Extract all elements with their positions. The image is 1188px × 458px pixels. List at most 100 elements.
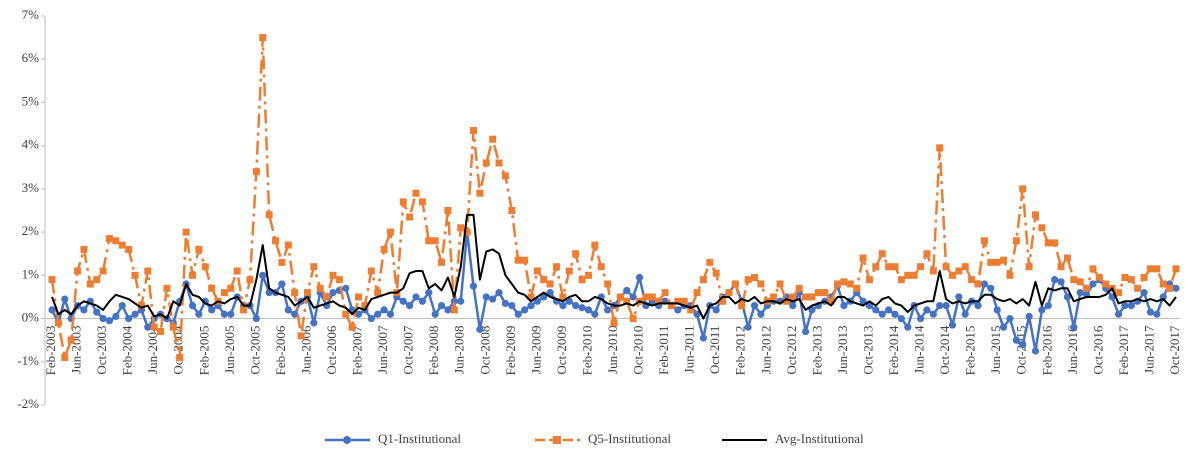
point xyxy=(757,280,765,288)
point xyxy=(597,263,605,271)
point xyxy=(546,289,554,297)
point xyxy=(1025,263,1033,271)
point xyxy=(961,310,969,318)
point xyxy=(840,301,848,310)
point xyxy=(821,289,829,297)
x-tick-label: Oct-2006 xyxy=(324,325,339,375)
point xyxy=(380,245,388,253)
point xyxy=(48,276,56,284)
point xyxy=(968,276,976,284)
x-tick-label: Jun-2012 xyxy=(758,326,773,374)
point xyxy=(987,284,995,292)
point xyxy=(955,293,963,301)
point xyxy=(329,271,337,279)
point xyxy=(265,211,273,219)
point xyxy=(208,306,216,314)
point xyxy=(891,310,899,318)
x-tick-label: Jun-2008 xyxy=(452,326,467,374)
point xyxy=(482,159,490,167)
point xyxy=(916,314,925,323)
point xyxy=(201,263,209,271)
point xyxy=(418,198,426,206)
point xyxy=(533,297,541,305)
point xyxy=(559,293,567,301)
point xyxy=(1140,273,1148,281)
point xyxy=(616,293,624,301)
point xyxy=(406,301,414,310)
point xyxy=(1083,284,1091,292)
point xyxy=(1038,306,1046,314)
point xyxy=(917,263,925,271)
point xyxy=(1089,280,1097,288)
x-tick-label: Feb-2006 xyxy=(273,325,288,375)
point xyxy=(99,314,107,323)
x-tick-label: Feb-2004 xyxy=(120,325,135,375)
point xyxy=(61,295,69,303)
x-tick-label: Feb-2010 xyxy=(579,326,594,376)
point xyxy=(795,284,803,292)
point xyxy=(1057,263,1065,271)
point xyxy=(297,332,305,340)
point xyxy=(667,302,675,310)
x-tick-label: Oct-2013 xyxy=(860,326,875,375)
point xyxy=(1031,347,1040,355)
y-tick-label: 3% xyxy=(22,180,40,195)
point xyxy=(731,280,739,288)
point xyxy=(61,353,69,361)
point xyxy=(284,241,292,249)
point xyxy=(565,297,573,305)
point xyxy=(572,250,580,258)
point xyxy=(316,284,324,292)
y-tick-label: 0% xyxy=(22,310,40,325)
point xyxy=(354,310,363,318)
point xyxy=(1044,239,1052,247)
point xyxy=(310,319,318,327)
point xyxy=(425,289,433,297)
point xyxy=(834,280,842,288)
point xyxy=(125,314,133,323)
point xyxy=(1051,276,1059,284)
point xyxy=(399,297,407,305)
point xyxy=(342,310,350,318)
point xyxy=(118,241,126,249)
point xyxy=(1070,323,1078,331)
point xyxy=(923,306,931,314)
point xyxy=(1025,312,1033,320)
point xyxy=(252,314,260,323)
point xyxy=(469,282,478,290)
point xyxy=(680,297,688,305)
point xyxy=(450,297,458,305)
x-tick-label: Oct-2017 xyxy=(1167,325,1182,375)
point xyxy=(1095,273,1103,281)
point xyxy=(74,267,82,275)
point xyxy=(1159,280,1167,288)
point xyxy=(789,293,797,301)
point xyxy=(578,276,586,284)
point xyxy=(208,284,216,292)
point xyxy=(476,325,484,333)
point xyxy=(182,228,190,236)
point xyxy=(1012,336,1020,344)
point xyxy=(272,237,280,245)
point xyxy=(693,289,701,297)
point xyxy=(233,267,241,275)
point xyxy=(712,306,720,314)
point xyxy=(1089,265,1097,273)
point xyxy=(1146,308,1155,316)
point xyxy=(846,280,854,288)
x-tick-label: Jun-2005 xyxy=(222,326,237,374)
point xyxy=(438,258,446,266)
point xyxy=(508,207,516,214)
point xyxy=(131,271,139,279)
point xyxy=(482,293,490,301)
x-tick-label: Jun-2011 xyxy=(682,326,697,374)
point xyxy=(259,34,267,42)
point xyxy=(195,310,203,318)
x-tick-label: Feb-2016 xyxy=(1039,325,1054,375)
point xyxy=(444,306,452,314)
x-tick-label: Feb-2013 xyxy=(809,326,824,376)
point xyxy=(150,323,158,331)
point xyxy=(572,301,580,310)
point xyxy=(674,306,682,314)
point xyxy=(457,297,465,305)
